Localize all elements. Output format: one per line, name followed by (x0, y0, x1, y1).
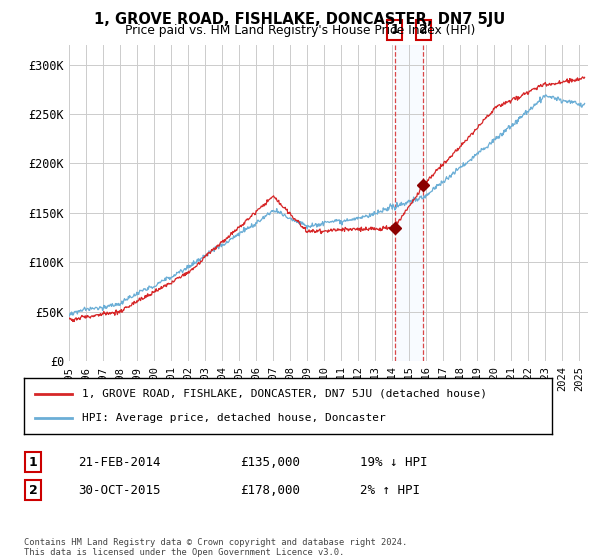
Text: £178,000: £178,000 (240, 483, 300, 497)
Text: HPI: Average price, detached house, Doncaster: HPI: Average price, detached house, Donc… (82, 413, 386, 423)
Text: 1, GROVE ROAD, FISHLAKE, DONCASTER, DN7 5JU (detached house): 1, GROVE ROAD, FISHLAKE, DONCASTER, DN7 … (82, 389, 487, 399)
Text: 1: 1 (29, 455, 37, 469)
Text: Contains HM Land Registry data © Crown copyright and database right 2024.
This d: Contains HM Land Registry data © Crown c… (24, 538, 407, 557)
Bar (395, 45, 424, 361)
Text: Price paid vs. HM Land Registry's House Price Index (HPI): Price paid vs. HM Land Registry's House … (125, 24, 475, 37)
Text: 19% ↓ HPI: 19% ↓ HPI (360, 455, 427, 469)
Text: 2: 2 (419, 24, 428, 36)
Text: 21-FEB-2014: 21-FEB-2014 (78, 455, 161, 469)
Text: 30-OCT-2015: 30-OCT-2015 (78, 483, 161, 497)
Text: £135,000: £135,000 (240, 455, 300, 469)
Text: 2: 2 (29, 483, 37, 497)
Text: 2% ↑ HPI: 2% ↑ HPI (360, 483, 420, 497)
Text: 1: 1 (390, 24, 399, 36)
Text: 1, GROVE ROAD, FISHLAKE, DONCASTER, DN7 5JU: 1, GROVE ROAD, FISHLAKE, DONCASTER, DN7 … (94, 12, 506, 27)
